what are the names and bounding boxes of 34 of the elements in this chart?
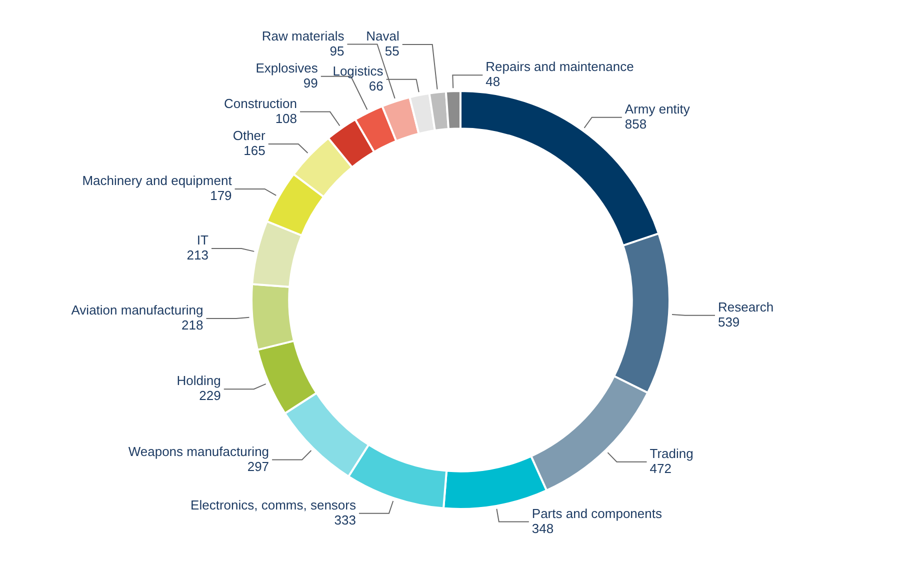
data-label: 165	[244, 143, 266, 158]
data-label: 48	[486, 74, 500, 90]
slice-label: IT	[196, 232, 209, 248]
data-label: 66	[368, 78, 384, 94]
data-label: 213	[186, 248, 208, 263]
data-label: 55	[384, 44, 400, 59]
data-label: 348	[532, 520, 554, 536]
data-label: 108	[275, 110, 298, 126]
slice-label: Army entity	[624, 101, 690, 116]
slice-label: Raw materials	[262, 28, 345, 44]
slice-label: Aviation manufacturing	[71, 302, 204, 318]
slice-label: Naval	[366, 28, 400, 44]
data-label: 218	[182, 318, 204, 333]
slice-label: Research	[718, 299, 774, 314]
slice-label: Weapons manufacturing	[128, 444, 270, 459]
data-label: 179	[210, 188, 232, 204]
data-label: 539	[718, 314, 740, 330]
slice-label: Repairs and maintenance	[486, 59, 634, 74]
data-label: 472	[650, 460, 672, 476]
data-label: 858	[624, 116, 647, 132]
slice-label: Logistics	[332, 63, 384, 78]
slice-label: Construction	[224, 96, 298, 111]
slice-label: Other	[232, 128, 266, 144]
data-label: 297	[247, 458, 270, 474]
slice-label: Electronics, comms, sensors	[190, 497, 356, 512]
slice-label: Explosives	[256, 60, 318, 76]
data-label: 95	[330, 43, 344, 58]
data-label: 333	[334, 512, 356, 528]
slice-label: Machinery and equipment	[82, 173, 232, 188]
data-label: 229	[199, 388, 221, 404]
data-label: 99	[303, 75, 318, 90]
slice-label: Holding	[176, 373, 221, 388]
slice-label: Trading	[650, 446, 694, 461]
slice-label: Parts and components	[532, 506, 662, 521]
